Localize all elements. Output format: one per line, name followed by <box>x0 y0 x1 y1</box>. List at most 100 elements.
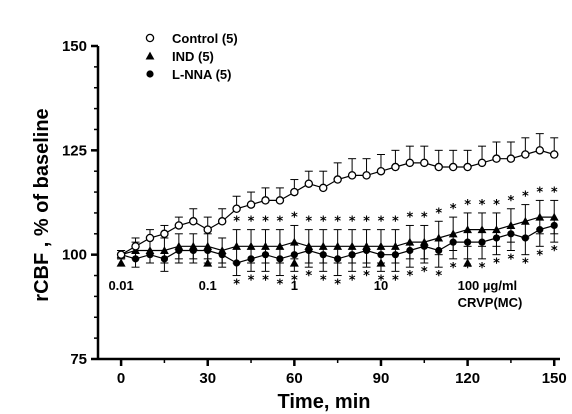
data-point <box>203 225 212 234</box>
data-point <box>506 154 516 163</box>
x-tick-label: 150 <box>542 370 567 387</box>
data-point <box>521 234 529 242</box>
data-point <box>549 150 559 159</box>
significance-star: * <box>450 261 457 276</box>
significance-star: * <box>233 278 240 293</box>
data-point <box>189 217 198 226</box>
legend-item: IND (5) <box>145 49 214 64</box>
significance-star: * <box>551 244 558 259</box>
data-point <box>160 255 169 263</box>
significance-star: * <box>277 278 284 293</box>
data-point <box>348 251 356 259</box>
data-point <box>319 251 327 259</box>
data-point <box>289 237 299 246</box>
data-point <box>492 225 501 234</box>
significance-star: * <box>406 210 413 225</box>
x-tick-label: 90 <box>373 370 390 387</box>
dose-marker <box>203 258 213 267</box>
y-tick-label: 150 <box>62 38 87 55</box>
data-point <box>391 162 400 172</box>
significance-star: * <box>378 215 385 230</box>
data-point <box>189 246 197 255</box>
data-point <box>478 238 486 246</box>
significance-star: * <box>363 215 370 230</box>
dose-marker <box>463 258 473 267</box>
data-point <box>405 158 415 168</box>
y-tick-label: 100 <box>62 247 87 264</box>
significance-star: * <box>493 257 500 272</box>
significance-star: * <box>421 210 428 225</box>
significance-markers: * * * * * * * * * * * * * * * * * * * * * * * * * * * * * * * * * * * * * * * *… <box>233 185 558 292</box>
data-point <box>376 166 386 176</box>
data-point <box>318 241 328 250</box>
y-tick-label: 75 <box>70 351 87 368</box>
axes: 75 100 125 150 0 30 60 90 120 150 <box>62 38 567 387</box>
data-point <box>247 255 255 263</box>
significance-star: * <box>363 269 370 284</box>
data-point <box>131 255 140 263</box>
data-point <box>160 229 169 239</box>
significance-star: * <box>406 269 413 284</box>
data-point <box>333 175 342 184</box>
data-point <box>448 162 458 172</box>
data-point <box>145 233 155 243</box>
data-point <box>318 183 328 193</box>
data-point <box>535 212 545 221</box>
data-point <box>492 234 501 242</box>
x-axis-title: Time, min <box>278 391 371 413</box>
legend-marker <box>145 51 155 60</box>
data-point <box>275 196 285 205</box>
y-tick-label: 125 <box>62 142 87 159</box>
series-l-nna <box>117 221 559 277</box>
significance-star: * <box>479 261 486 276</box>
data-point <box>507 230 515 238</box>
annotations: 0.01 0.1 1 10 100 µg/ml CRVP(MC) <box>108 258 523 310</box>
data-point <box>305 246 313 255</box>
dose-label: 10 <box>374 278 388 293</box>
legend-item: Control (5) <box>145 31 238 46</box>
significance-star: * <box>464 198 471 213</box>
significance-star: * <box>551 185 558 200</box>
data-point <box>406 246 414 255</box>
data-point <box>435 246 443 255</box>
significance-star: * <box>435 269 442 284</box>
data-point <box>304 179 314 188</box>
significance-star: * <box>262 273 269 288</box>
data-point <box>334 255 342 263</box>
x-tick-label: 120 <box>455 370 480 387</box>
data-point <box>405 237 415 246</box>
significance-star: * <box>349 273 356 288</box>
data-point <box>290 251 298 259</box>
data-point <box>391 241 400 250</box>
data-point <box>420 242 428 250</box>
data-point <box>506 221 516 229</box>
data-point <box>535 146 545 155</box>
significance-star: * <box>508 252 515 267</box>
data-point <box>463 225 472 234</box>
x-tick-label: 60 <box>286 370 303 387</box>
data-point <box>434 162 443 172</box>
data-point <box>217 217 227 226</box>
data-point <box>347 171 357 180</box>
data-point <box>233 259 241 267</box>
data-point <box>246 241 256 250</box>
series-layer: * * * * * * * * * * * * * * * * * * * * * * * * * * * * * * * * * * * * * * * *… <box>116 133 559 293</box>
significance-star: * <box>522 257 529 272</box>
significance-star: * <box>320 273 327 288</box>
significance-star: * <box>233 215 240 230</box>
significance-star: * <box>277 215 284 230</box>
data-point <box>218 251 226 259</box>
x-tick-label: 30 <box>199 370 216 387</box>
legend-marker <box>146 70 154 78</box>
data-point <box>232 241 241 250</box>
significance-star: * <box>392 215 399 230</box>
dose-note: CRVP(MC) <box>458 295 523 310</box>
data-point <box>434 233 444 242</box>
y-axis-title: rCBF , % of baseline <box>31 108 53 301</box>
data-point <box>116 250 126 259</box>
dose-label: 0.1 <box>199 278 217 293</box>
data-point <box>376 241 386 250</box>
dose-marker <box>289 258 299 267</box>
data-point <box>362 171 371 180</box>
